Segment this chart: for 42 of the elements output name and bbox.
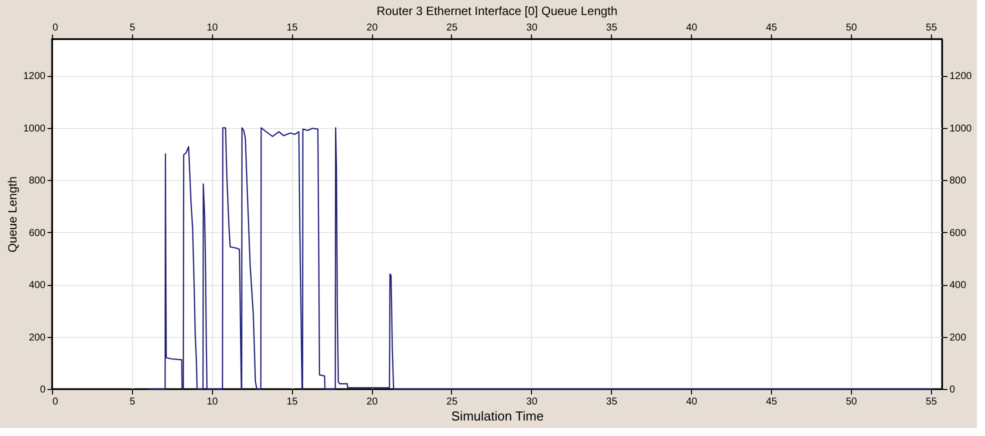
x-axis-title: Simulation Time: [451, 408, 544, 424]
y-tick-label: 600: [28, 228, 46, 239]
x-tick-label: 0: [52, 22, 58, 34]
chart-title: Router 3 Ethernet Interface [0] Queue Length: [376, 4, 618, 18]
x-tick-label: 25: [446, 22, 458, 34]
x2-tick-label: 20: [366, 396, 378, 408]
x2-tick-label: 30: [526, 396, 538, 408]
y2-tick-label: 0: [950, 384, 956, 396]
y2-tick-label: 1200: [950, 71, 972, 82]
y2-tick-label: 1000: [950, 123, 972, 134]
x2-tick-label: 45: [766, 396, 778, 408]
y-tick-label: 400: [28, 280, 46, 292]
x-tick-label: 5: [130, 22, 136, 34]
y-tick-label: 800: [28, 176, 46, 187]
y2-tick-label: 200: [950, 332, 967, 344]
x-tick-label: 10: [206, 22, 218, 34]
x-tick-label: 15: [286, 22, 298, 34]
x2-tick-label: 25: [446, 396, 458, 408]
y-tick-label: 1200: [23, 71, 46, 82]
x2-tick-label: 15: [286, 396, 298, 408]
x2-tick-label: 55: [926, 396, 938, 408]
x-tick-label: 50: [846, 22, 858, 34]
x2-tick-label: 50: [846, 396, 858, 408]
y2-tick-label: 800: [950, 176, 967, 187]
y2-tick-label: 400: [950, 280, 967, 292]
x-tick-label: 20: [366, 22, 378, 34]
x2-tick-label: 0: [52, 396, 58, 408]
x-tick-label: 55: [926, 22, 938, 34]
x-tick-label: 45: [766, 22, 778, 34]
line-series: [147, 127, 934, 390]
x-tick-label: 35: [606, 22, 618, 34]
y-axis-title: Queue Length: [5, 176, 20, 253]
x-tick-label: 30: [526, 22, 538, 34]
y-tick-label: 200: [28, 332, 46, 344]
y-tick-label: 1000: [23, 123, 46, 134]
x2-tick-label: 35: [606, 396, 618, 408]
x2-tick-label: 40: [686, 396, 698, 408]
y-tick-label: 0: [40, 384, 46, 396]
y2-tick-label: 600: [950, 228, 967, 239]
x-tick-label: 40: [686, 22, 698, 34]
x2-tick-label: 5: [130, 396, 136, 408]
x2-tick-label: 10: [206, 396, 218, 408]
